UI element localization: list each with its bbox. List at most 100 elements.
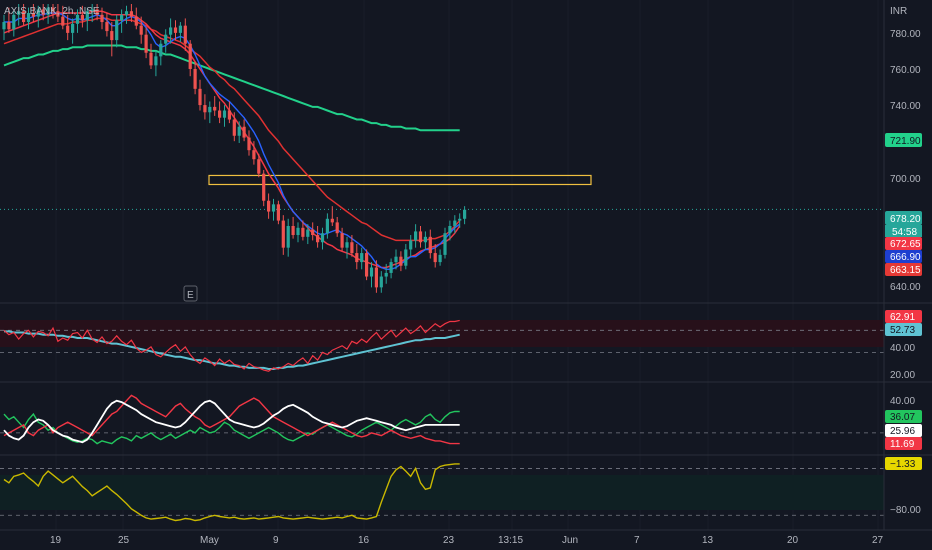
candle-body [463, 209, 467, 219]
candle-body [267, 200, 271, 212]
candle-body [110, 31, 114, 41]
ema200-line [3, 44, 460, 132]
candle-body [365, 253, 369, 277]
dmi-red-badge [885, 437, 922, 450]
rsi-ma-value: 52.73 [890, 325, 915, 336]
price-badges: 721.90 678.20 54:58 672.65 666.90 663.15 [885, 133, 922, 276]
earnings-label: E [187, 290, 194, 301]
candle-body [149, 52, 153, 66]
dmi-green-value: 36.07 [890, 412, 915, 423]
candle-body [31, 13, 35, 17]
rsi-pane[interactable] [0, 319, 884, 372]
candle-body [17, 11, 21, 15]
candle-body [26, 13, 31, 23]
candle-body [222, 110, 227, 118]
candle-body [355, 253, 359, 263]
oscillator-pane[interactable] [0, 463, 884, 522]
candle-body [418, 231, 423, 243]
resistance-zone [208, 174, 592, 186]
candle-body [384, 272, 388, 277]
candle-body [7, 22, 11, 30]
candle-body [306, 229, 310, 237]
ema9-line [4, 12, 461, 270]
candle-body [409, 240, 413, 250]
osc-tick: −80.00 [890, 505, 921, 516]
candle-body [345, 242, 349, 248]
dmi-green-badge [885, 410, 922, 423]
candle-body [2, 22, 6, 30]
earnings-icon[interactable] [183, 285, 198, 302]
candle-body [271, 204, 276, 212]
price-tick: 700.00 [890, 174, 921, 185]
candle-body [22, 11, 26, 23]
ema9-badge [885, 250, 922, 263]
candle-body [374, 267, 378, 288]
candle-body [178, 25, 182, 33]
candle-body [252, 150, 256, 160]
ema50-line [3, 17, 461, 242]
earnings-marker[interactable]: E [183, 285, 198, 302]
time-axis[interactable]: 19 25 May 9 16 23 13:15 Jun 7 13 20 27 [50, 535, 884, 546]
dmi-red-value: 11.69 [890, 439, 915, 450]
candle-body [340, 233, 344, 248]
ema9-value: 666.90 [890, 252, 921, 263]
candle-body [301, 227, 305, 237]
dmi-tick: 40.00 [890, 396, 915, 407]
candle-body [46, 7, 50, 15]
candle-body [286, 226, 290, 248]
oscillator-band [0, 475, 884, 510]
candle-body [188, 43, 192, 69]
candle-body [330, 218, 334, 223]
dmi-white-line [3, 399, 460, 444]
candle-body [51, 7, 55, 12]
candle-body [139, 25, 143, 35]
candle-body [369, 267, 374, 277]
last-price-value: 678.20 [890, 214, 921, 225]
candle-body [276, 204, 280, 221]
time-tick: 16 [358, 535, 370, 546]
time-tick: May [200, 535, 219, 546]
candle-body [311, 229, 315, 236]
candle-body [237, 126, 241, 136]
candle-body [100, 14, 104, 23]
candle-body [218, 110, 222, 118]
candle-body [394, 256, 398, 263]
candle-body [291, 226, 295, 236]
candle-body [423, 236, 427, 243]
candle-body [443, 233, 447, 255]
dmi-pane[interactable] [0, 394, 884, 445]
candle-body [41, 9, 45, 15]
dmi-white-value: 25.96 [890, 426, 915, 437]
candle-body [360, 253, 364, 263]
candle-body [66, 25, 70, 33]
last-price-badge [885, 211, 922, 225]
candle-body [183, 25, 187, 44]
price-axis[interactable]: 780.00 760.00 740.00 700.00 640.00 [890, 29, 921, 293]
rsi-ma-badge [885, 323, 922, 336]
time-tick: 25 [118, 535, 130, 546]
candle-body [144, 34, 148, 53]
time-tick: 20 [787, 535, 799, 546]
grid [55, 0, 879, 530]
candle-body [389, 262, 393, 273]
candle-body [320, 233, 325, 243]
rsi-axis[interactable]: 62.91 52.73 40.00 20.00 [885, 310, 922, 381]
dmi-axis[interactable]: 40.00 36.07 25.96 11.69 [885, 396, 922, 450]
ema200-badge [885, 133, 922, 147]
time-tick: 23 [443, 535, 455, 546]
candle-body [438, 254, 442, 263]
osc-value: −1.33 [890, 459, 916, 470]
time-tick: 19 [50, 535, 62, 546]
candle-body [350, 242, 354, 254]
candle-body [173, 27, 178, 33]
time-tick: 27 [872, 535, 884, 546]
candle-body [105, 22, 109, 32]
candle-body [232, 119, 236, 136]
rsi-band [0, 320, 884, 347]
rsi-value: 62.91 [890, 312, 915, 323]
candle-body [227, 110, 231, 120]
oscillator-axis[interactable]: −1.33 −80.00 [885, 457, 922, 516]
price-pane[interactable] [0, 4, 884, 293]
bar-countdown: 54:58 [892, 227, 917, 238]
